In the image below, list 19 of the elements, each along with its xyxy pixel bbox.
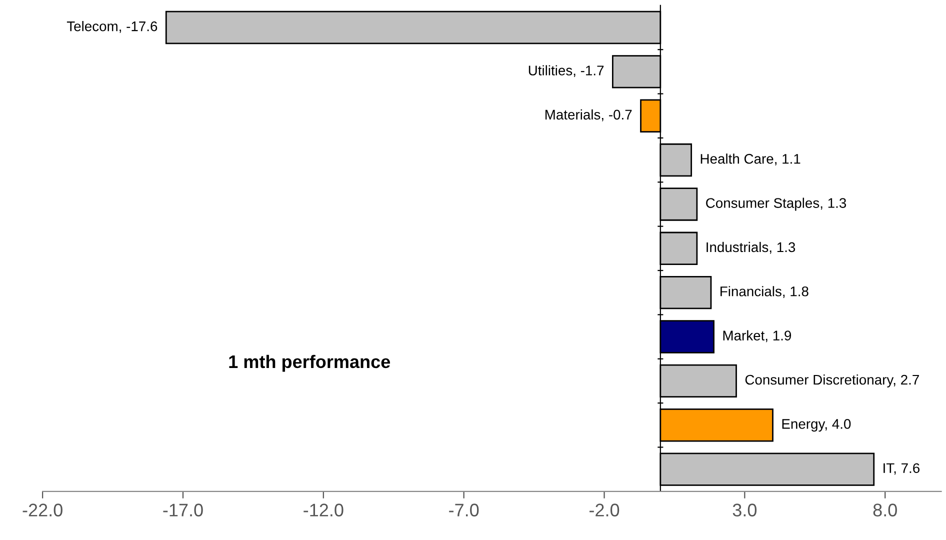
data-label: Utilities, -1.7 (528, 65, 604, 78)
x-tick-label: -17.0 (163, 504, 203, 516)
data-label: Energy, 4.0 (782, 419, 851, 432)
data-label: IT, 7.6 (884, 463, 920, 475)
data-label: Consumer Discretionary, 2.7 (745, 374, 919, 388)
x-tick-label: 3.0 (732, 504, 757, 516)
x-tick-label: -7.0 (449, 504, 479, 516)
x-tick-label: -12.0 (304, 504, 344, 516)
data-label: Consumer Staples, 1.3 (706, 198, 846, 211)
data-label: Financials, 1.8 (720, 286, 808, 298)
data-label: Health Care, 1.1 (700, 154, 800, 166)
x-tick-label: 8.0 (873, 504, 897, 516)
text: 1 mth performance (229, 354, 390, 372)
x-tick-label: -2.0 (590, 504, 620, 516)
data-label: Market, 1.9 (723, 330, 792, 342)
data-label: Telecom, -17.6 (66, 21, 158, 33)
data-label: Industrials, 1.3 (706, 242, 796, 254)
data-label: Materials, -0.7 (545, 109, 632, 122)
x-tick-label: -22.0 (22, 504, 62, 516)
